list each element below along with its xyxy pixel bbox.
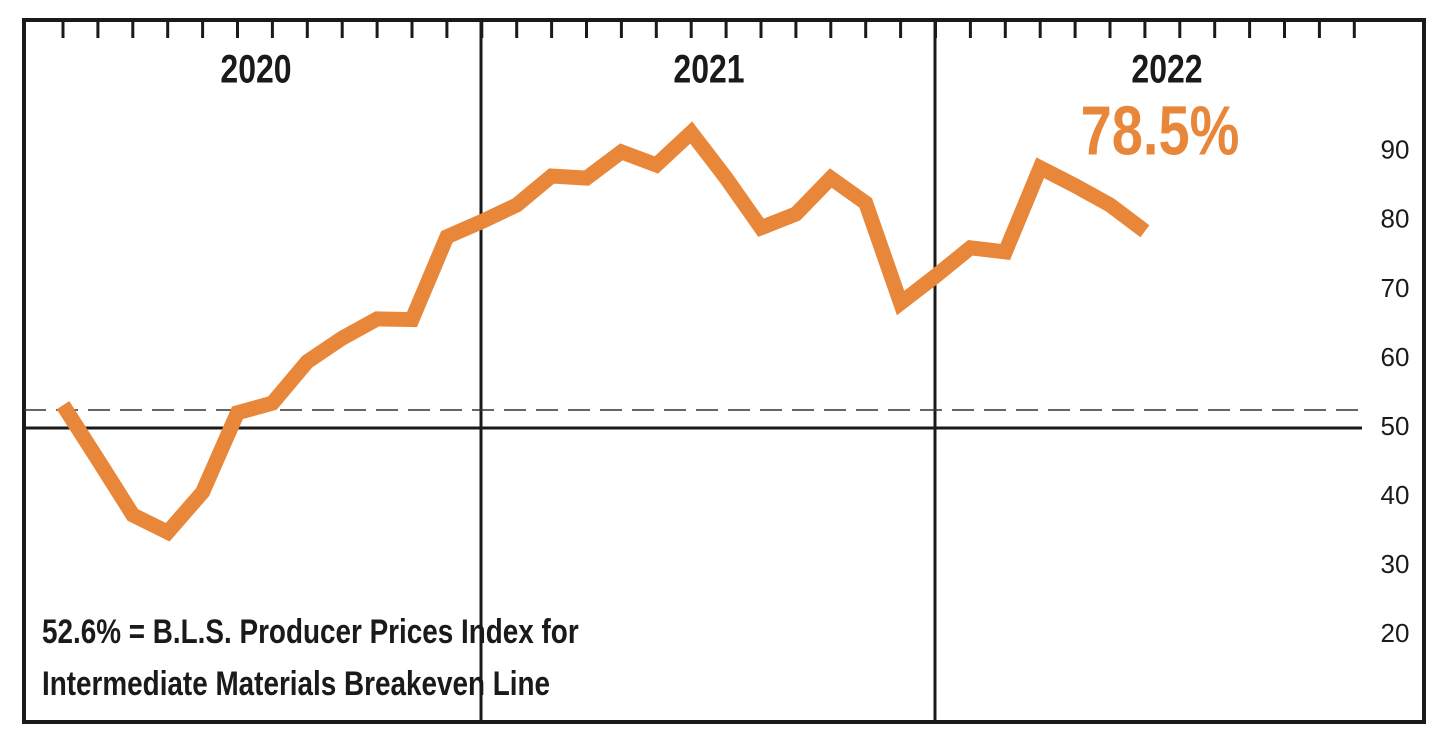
year-label: 2020 bbox=[220, 46, 291, 91]
y-tick-label: 40 bbox=[1381, 480, 1410, 510]
frame bbox=[22, 18, 1426, 724]
y-tick-label: 60 bbox=[1381, 342, 1410, 372]
y-tick-label: 70 bbox=[1381, 273, 1410, 303]
year-label: 2022 bbox=[1131, 46, 1202, 91]
y-tick-label: 50 bbox=[1381, 411, 1410, 441]
note: 52.6% = B.L.S. Producer Prices Index for bbox=[42, 612, 579, 650]
data-line bbox=[56, 121, 1150, 542]
y-tick-label: 80 bbox=[1381, 204, 1410, 234]
y-tick-label: 20 bbox=[1381, 618, 1410, 648]
note: Intermediate Materials Breakeven Line bbox=[42, 664, 550, 702]
year-label: 2021 bbox=[673, 46, 744, 91]
y-tick-label: 30 bbox=[1381, 549, 1410, 579]
y-tick-label: 90 bbox=[1381, 135, 1410, 165]
annotation: 78.5% bbox=[1081, 93, 1240, 170]
